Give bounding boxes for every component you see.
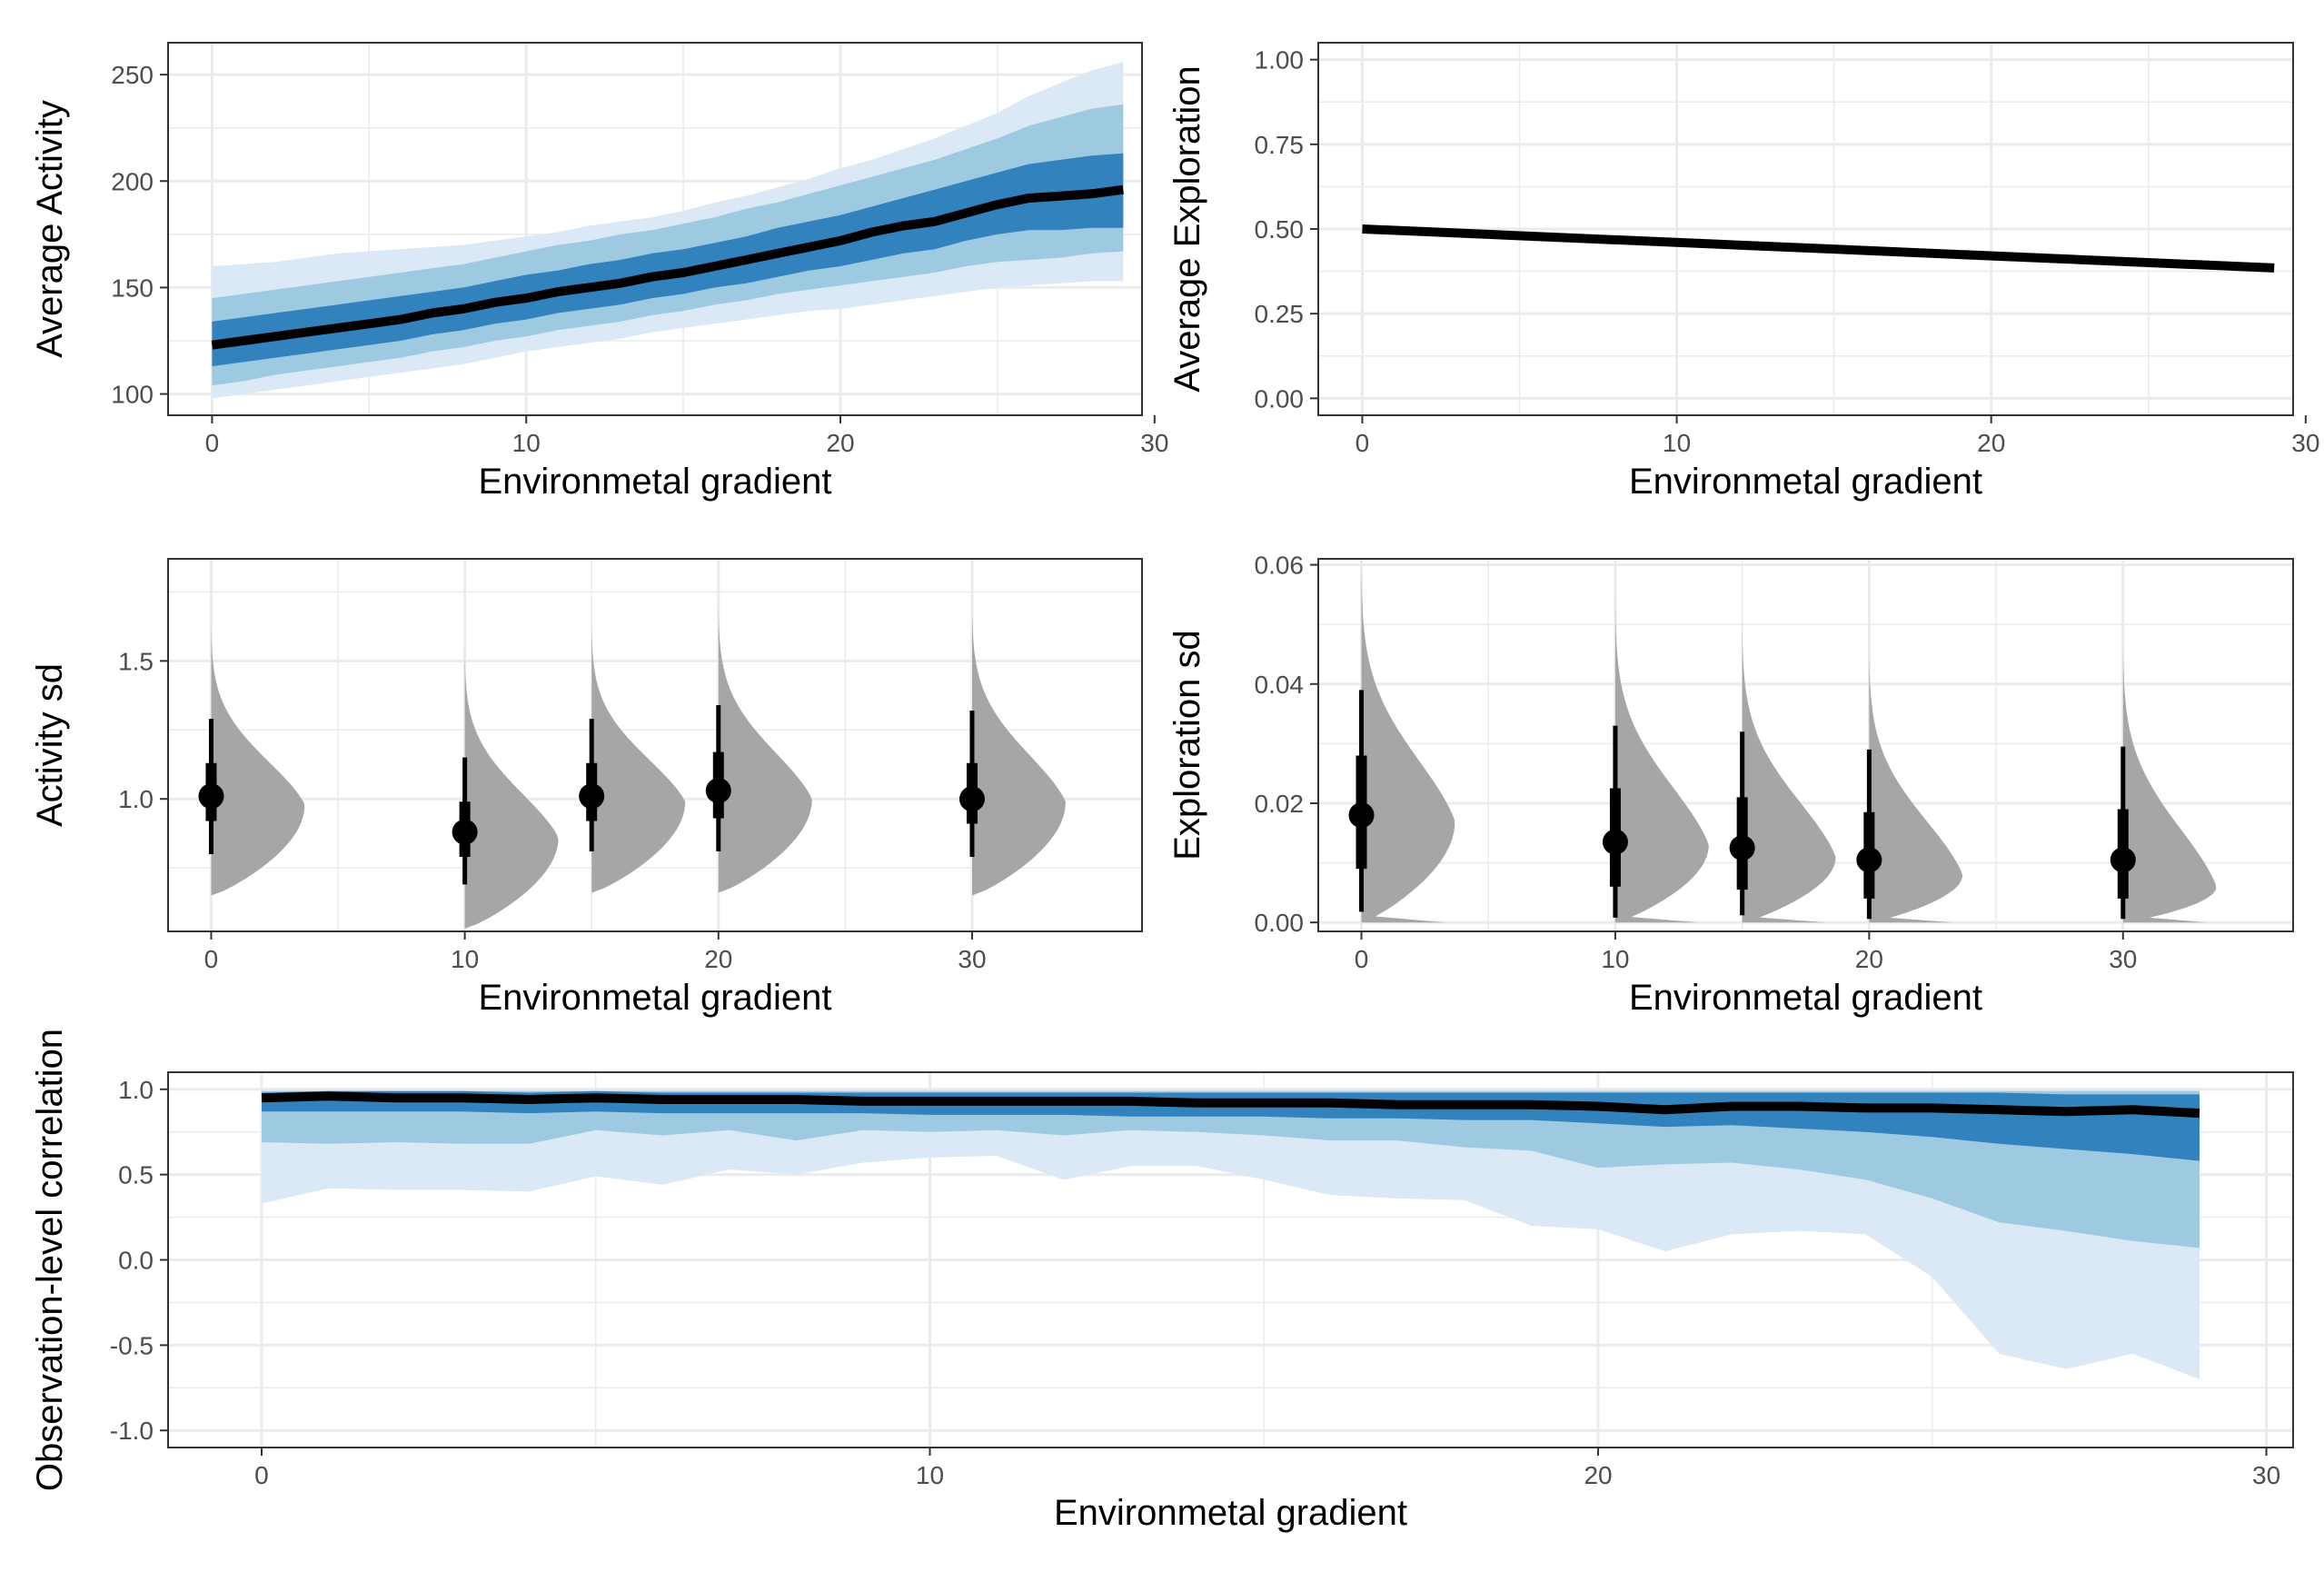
median-point	[958, 786, 985, 812]
panel-border	[167, 42, 1143, 416]
x-axis-title: Environmetal gradient	[1629, 462, 1982, 502]
density-slab	[1869, 642, 1963, 923]
x-tick-label: 20	[1584, 1461, 1612, 1489]
x-tick-label: 10	[512, 429, 541, 457]
y-axis-title: Exploration sd	[1167, 630, 1207, 860]
x-tick-label: 30	[1140, 429, 1168, 457]
x-tick-label: 20	[704, 945, 732, 973]
panel-obs_correlation: 0 10 20 30 -1.0 -0.5 0.0 0.5 1.0 Environmetal gra…	[30, 1029, 2294, 1533]
x-tick-label: 0	[1356, 429, 1370, 457]
median-point	[1729, 835, 1755, 861]
ribbon-band-mid	[262, 1090, 2200, 1249]
x-tick-label: 30	[2252, 1461, 2280, 1489]
density-slab	[211, 619, 305, 896]
mean-line	[1362, 224, 2275, 273]
x-axis-title: Environmetal gradient	[478, 462, 831, 502]
y-axis-title: Activity sd	[30, 663, 70, 827]
y-tick-label: 0.00	[1255, 384, 1305, 413]
median-point	[198, 783, 224, 810]
x-tick-label: 0	[254, 1461, 269, 1489]
x-tick-label: 20	[1977, 429, 2005, 457]
x-tick-label: 20	[1855, 945, 1883, 973]
median-point	[1602, 829, 1628, 855]
density-slab	[2122, 636, 2217, 923]
y-tick-label: 0.5	[118, 1161, 154, 1189]
density-slab	[1614, 594, 1709, 923]
y-tick-label: 0.04	[1255, 671, 1305, 699]
density-slab	[718, 600, 812, 893]
y-tick-label: 0.02	[1255, 790, 1305, 818]
y-tick-label: 0.25	[1255, 300, 1305, 328]
y-axis-title: Average Exploration	[1167, 65, 1207, 393]
density-slab	[1361, 559, 1455, 923]
y-tick-label: 0.06	[1255, 552, 1305, 580]
y-tick-label: 1.00	[1255, 46, 1305, 75]
x-tick-label: 0	[204, 945, 219, 973]
grid	[1318, 43, 2293, 415]
y-tick-label: 1.0	[118, 785, 154, 813]
y-tick-label: 1.5	[118, 647, 154, 675]
x-tick-label: 10	[1601, 945, 1629, 973]
x-tick-label: 30	[958, 945, 986, 973]
x-tick-label: 30	[2109, 945, 2137, 973]
x-tick-label: 10	[451, 945, 479, 973]
x-tick-label: 10	[1663, 429, 1691, 457]
panel-border	[167, 558, 1143, 932]
y-tick-label: 0.50	[1255, 215, 1305, 244]
median-point	[2110, 847, 2136, 873]
median-point	[1348, 802, 1375, 829]
x-axis-title: Environmetal gradient	[1054, 1493, 1407, 1533]
y-tick-label: 0.00	[1255, 909, 1305, 937]
panel-exploration_mean: 0 10 20 30 0.00 0.25 0.50 0.75 1.00 Environmetal …	[1167, 42, 2319, 502]
x-tick-label: 0	[1355, 945, 1369, 973]
median-point	[1856, 847, 1882, 873]
median-point	[579, 783, 605, 810]
y-tick-label: -1.0	[110, 1417, 154, 1445]
y-tick-label: 0.75	[1255, 131, 1305, 159]
median-point	[705, 778, 731, 804]
density-slab	[972, 600, 1066, 896]
mean-line	[261, 1091, 2200, 1119]
y-tick-label: 1.0	[118, 1076, 154, 1104]
panel-activity_sd: 0 10 20 30 1.0 1.5 Environmetal gradient Activi…	[30, 558, 1143, 1018]
x-tick-label: 10	[916, 1461, 944, 1489]
x-tick-label: 30	[2291, 429, 2319, 457]
x-tick-label: 0	[205, 429, 220, 457]
x-axis-title: Environmetal gradient	[478, 978, 831, 1018]
panel-activity_mean: 0 10 20 30 100 150 200 250 Environmetal gradient…	[30, 42, 1168, 502]
y-tick-label: -0.5	[110, 1331, 154, 1359]
mean-line	[211, 184, 1124, 350]
median-point	[452, 819, 478, 845]
density-slab	[591, 619, 686, 893]
panel-exploration_sd: 0 10 20 30 0.00 0.02 0.04 0.06 Environmetal grad…	[1167, 552, 2294, 1018]
y-axis-title: Observation-level correlation	[30, 1029, 70, 1491]
y-tick-label: 250	[111, 61, 154, 89]
y-axis-title: Average Activity	[30, 100, 70, 358]
panel-border	[1317, 558, 2294, 932]
y-tick-label: 200	[111, 167, 154, 195]
y-tick-label: 100	[111, 381, 154, 409]
y-tick-label: 150	[111, 274, 154, 302]
y-tick-label: 0.0	[118, 1247, 154, 1275]
density-slab	[1742, 618, 1836, 923]
x-axis-title: Environmetal gradient	[1629, 978, 1982, 1018]
density-slab	[464, 647, 559, 929]
x-tick-label: 20	[826, 429, 854, 457]
